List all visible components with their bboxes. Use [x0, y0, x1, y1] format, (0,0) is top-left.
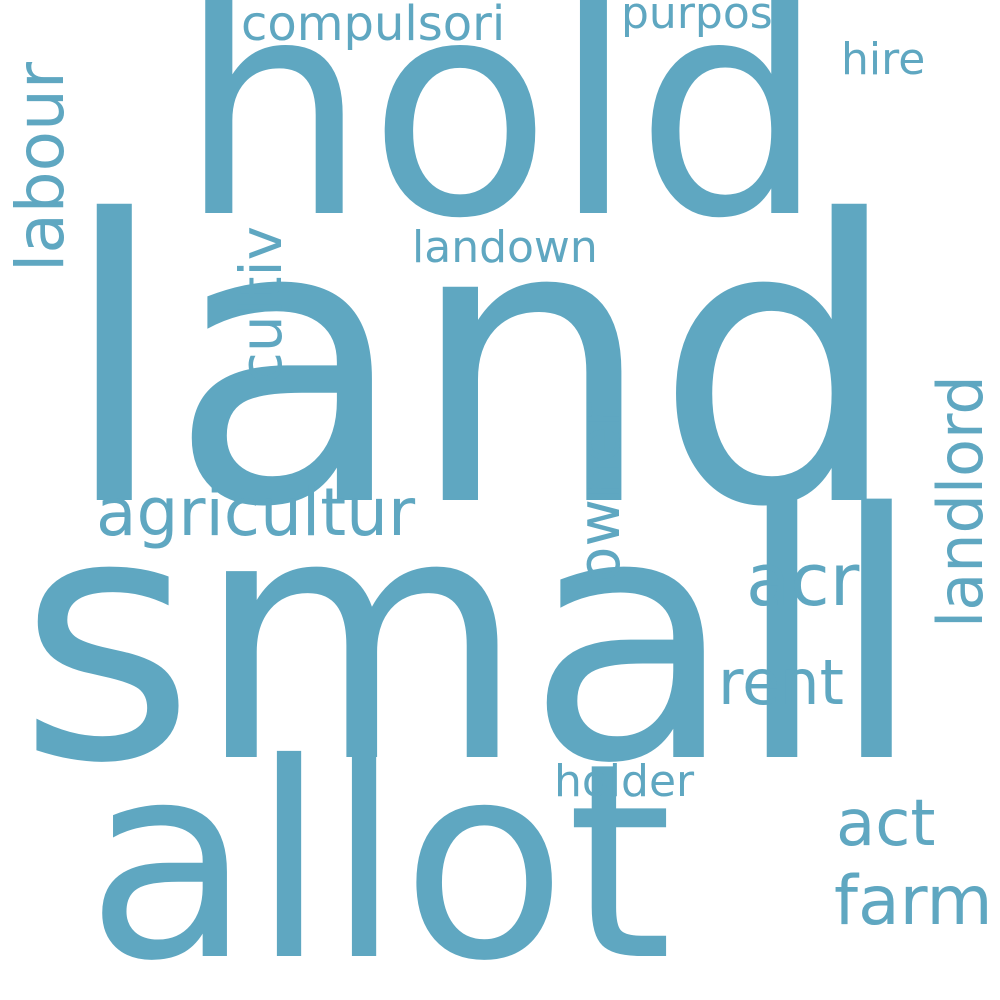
- word-small: small: [18, 442, 924, 838]
- word-hold: hold: [178, 0, 826, 284]
- word-landown: landown: [412, 222, 598, 273]
- word-rent: rent: [718, 646, 844, 719]
- word-holder: holder: [554, 756, 695, 807]
- word-labour: labour: [2, 61, 79, 272]
- word-owner: owner: [565, 402, 633, 582]
- word-land: land: [60, 138, 903, 592]
- word-cultiv: cultiv: [227, 226, 295, 384]
- word-acr: acr: [746, 538, 860, 622]
- word-hire: hire: [841, 34, 926, 85]
- word-agricultur: agricultur: [96, 474, 416, 551]
- word-farm: farm: [834, 862, 993, 941]
- word-landlord: landlord: [924, 375, 997, 628]
- word-compulsori: compulsori: [241, 0, 506, 52]
- word-purpos: purpos: [621, 0, 773, 39]
- word-act: act: [836, 787, 936, 861]
- word-allot: allot: [86, 705, 673, 1000]
